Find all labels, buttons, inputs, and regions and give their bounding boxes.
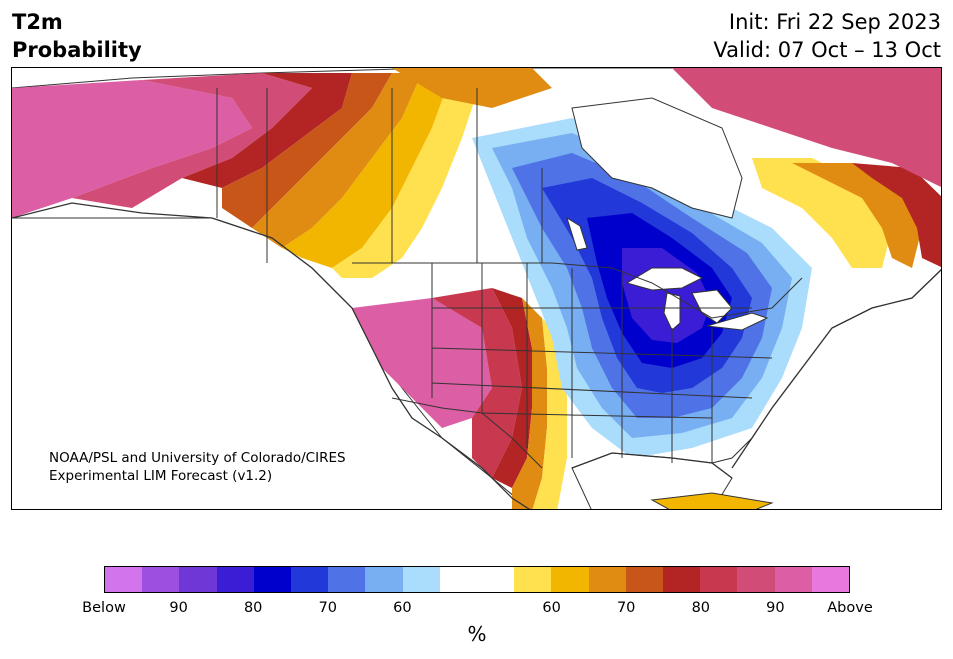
zone-above-60 [332,73,482,278]
colorbar-tick-label: Below [82,600,126,616]
credit-line-1: NOAA/PSL and University of Colorado/CIRE… [49,450,346,466]
lake-superior [625,267,704,291]
colorbar-swatch [477,567,515,592]
zone-west-80 [492,288,532,488]
zone-west-far [352,298,492,428]
us-canada-border [352,262,803,319]
forecast-map [11,67,942,510]
colorbar-swatch [625,567,664,592]
colorbar-swatch [774,567,812,592]
colorbar-tick-label: 70 [616,600,636,616]
title-line-2: Probability [12,38,142,62]
valid-date: Valid: 07 Oct – 13 Oct [713,38,941,62]
canada-province-lines [266,88,543,263]
lake-erie-ontario [706,312,769,331]
gulf-coast [571,452,733,479]
cuba-island [650,492,774,509]
lake-michigan [663,292,681,331]
colorbar-tick-label: 80 [243,600,263,616]
zone-above-far [12,80,252,218]
zone-above-65 [282,73,452,268]
zone-east-80 [852,163,941,268]
forecast-dates: Init: Fri 22 Sep 2023 Valid: 07 Oct – 13… [713,8,941,64]
hudson-bay [571,97,743,219]
colorbar-swatch [328,567,366,592]
init-date: Init: Fri 22 Sep 2023 [728,10,941,34]
zone-above-90 [72,73,312,208]
colorbar [104,566,850,593]
zone-arctic-70 [392,68,552,108]
borders [216,88,803,469]
colorbar-swatch [142,567,180,592]
colorbar-unit: % [467,622,487,646]
colorbar-tick-label: 60 [393,600,412,616]
colorbar-swatch [179,567,217,592]
colorbar-swatch [588,567,626,592]
zone-above-75 [222,73,392,228]
colorbar-tick-label: Above [827,600,873,616]
colorbar-swatch [439,567,478,592]
colorbar-swatch [291,567,329,592]
colorbar-swatch [253,567,292,592]
colorbar-tick-label: 70 [318,600,338,616]
zone-west-85 [432,288,522,478]
coastlines [12,202,941,509]
zone-above-80 [182,73,352,188]
colorbar-tick-label: 90 [169,600,188,616]
colorbar-tick-label: 80 [691,600,711,616]
colorbar-swatch [514,567,552,592]
map-canvas [12,68,941,509]
lake-winnipeg [566,216,588,251]
west-coast [12,202,531,509]
colorbar-swatch [105,567,143,592]
zone-arctic-far [672,68,941,188]
zone-above-70 [252,73,422,248]
colorbar-swatch [365,567,403,592]
colorbar-swatch [216,567,254,592]
title-line-1: T2m [12,10,63,34]
colorbar-swatch [700,567,738,592]
data-credit: NOAA/PSL and University of Colorado/CIRE… [49,449,346,485]
colorbar-tick-label: 60 [542,600,561,616]
colorbar-swatch [663,567,701,592]
colorbar-tick-label: 90 [766,600,785,616]
map-title: T2m Probability [12,8,142,64]
east-coast [731,269,941,469]
colorbar-swatch [551,567,589,592]
great-lakes [566,216,769,331]
colorbar-swatch [402,567,440,592]
colorbar-swatch [811,567,850,592]
state-lines [431,263,773,463]
colorbar-swatch [737,567,775,592]
credit-line-2: Experimental LIM Forecast (v1.2) [49,468,273,484]
